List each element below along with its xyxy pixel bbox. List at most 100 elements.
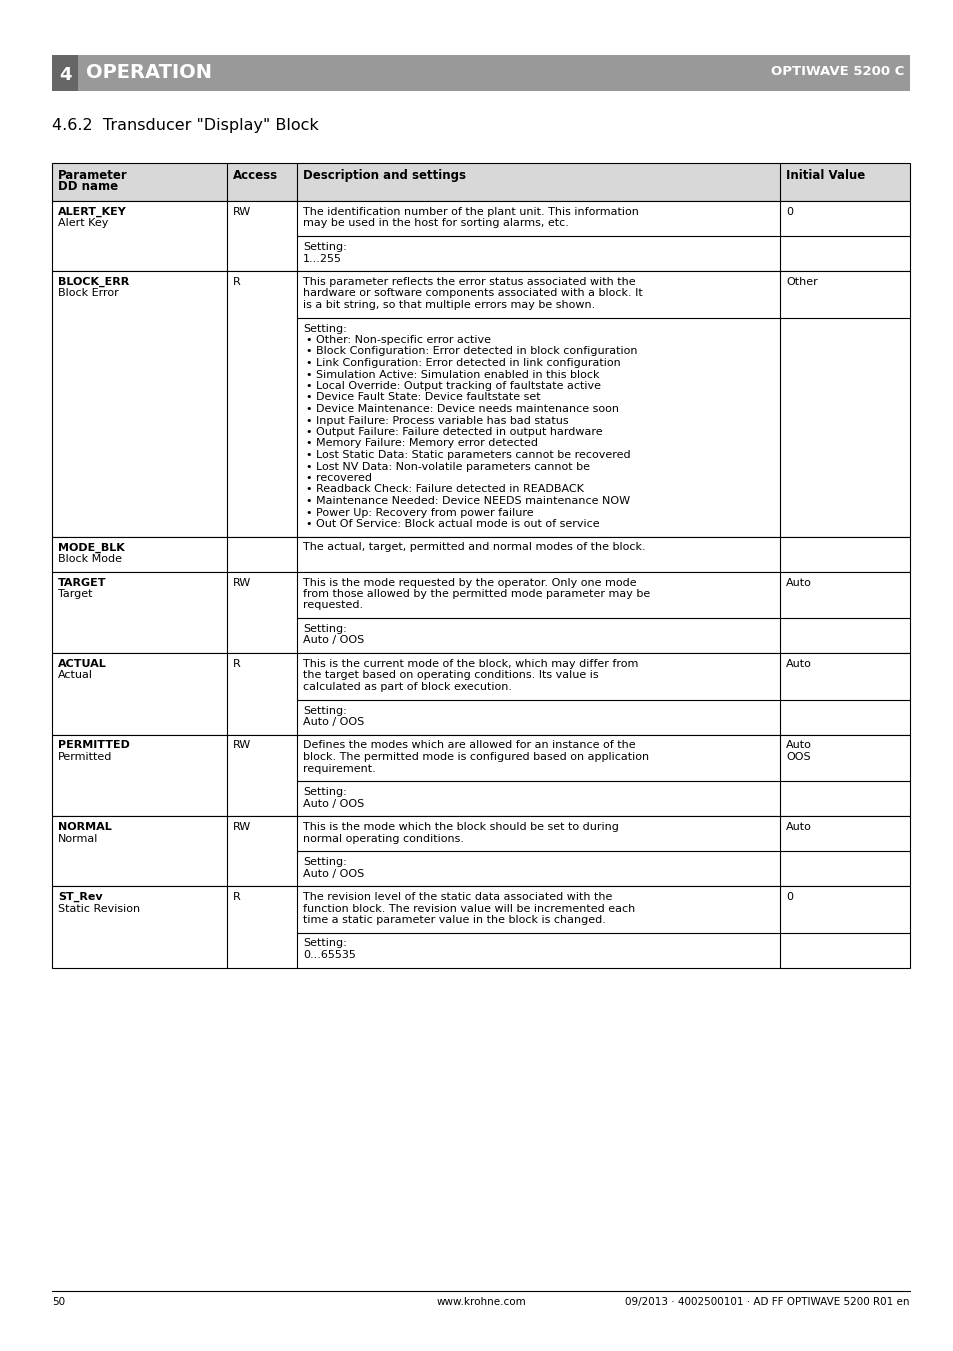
Bar (78, 55, 909, 91)
Text: Input Failure: Process variable has bad status: Input Failure: Process variable has bad … (315, 416, 568, 426)
Text: calculated as part of block execution.: calculated as part of block execution. (303, 682, 512, 692)
Text: The revision level of the static data associated with the: The revision level of the static data as… (303, 892, 612, 902)
Text: Parameter: Parameter (58, 169, 128, 182)
Text: •: • (305, 416, 312, 426)
Bar (52, 571, 909, 653)
Text: Other: Non-specific error active: Other: Non-specific error active (315, 335, 491, 345)
Text: function block. The revision value will be incremented each: function block. The revision value will … (303, 904, 635, 913)
Text: •: • (305, 358, 312, 367)
Text: MODE_BLK: MODE_BLK (58, 543, 125, 553)
Text: Auto / OOS: Auto / OOS (303, 717, 364, 727)
Text: 09/2013 · 4002500101 · AD FF OPTIWAVE 5200 R01 en: 09/2013 · 4002500101 · AD FF OPTIWAVE 52… (625, 1297, 909, 1306)
Text: may be used in the host for sorting alarms, etc.: may be used in the host for sorting alar… (303, 219, 568, 228)
Text: Normal: Normal (58, 834, 98, 843)
Text: normal operating conditions.: normal operating conditions. (303, 834, 463, 843)
Text: Memory Failure: Memory error detected: Memory Failure: Memory error detected (315, 439, 537, 449)
Text: ACTUAL: ACTUAL (58, 659, 107, 669)
Text: time a static parameter value in the block is changed.: time a static parameter value in the blo… (303, 915, 605, 925)
Text: Maintenance Needed: Device NEEDS maintenance NOW: Maintenance Needed: Device NEEDS mainten… (315, 496, 630, 507)
Text: ALERT_KEY: ALERT_KEY (58, 207, 127, 218)
Text: OPERATION: OPERATION (86, 63, 212, 82)
Text: PERMITTED: PERMITTED (58, 740, 130, 751)
Text: •: • (305, 439, 312, 449)
Text: R: R (233, 659, 240, 669)
Bar (52, 272, 909, 536)
Bar (52, 653, 909, 735)
Text: hardware or software components associated with a block. It: hardware or software components associat… (303, 289, 642, 299)
Text: Lost Static Data: Static parameters cannot be recovered: Lost Static Data: Static parameters cann… (315, 450, 630, 459)
Text: 4: 4 (59, 66, 71, 84)
Text: from those allowed by the permitted mode parameter may be: from those allowed by the permitted mode… (303, 589, 650, 598)
Text: Out Of Service: Block actual mode is out of service: Out Of Service: Block actual mode is out… (315, 519, 599, 530)
Text: Auto / OOS: Auto / OOS (303, 798, 364, 808)
Text: Alert Key: Alert Key (58, 219, 109, 228)
Text: Auto / OOS: Auto / OOS (303, 635, 364, 646)
Text: Access: Access (233, 169, 278, 182)
Text: •: • (305, 370, 312, 380)
Text: Auto: Auto (785, 740, 811, 751)
Text: Description and settings: Description and settings (303, 169, 465, 182)
Text: Auto / OOS: Auto / OOS (303, 869, 364, 878)
Text: recovered: recovered (315, 473, 372, 484)
Text: •: • (305, 381, 312, 390)
Text: R: R (233, 892, 240, 902)
Text: This is the mode which the block should be set to during: This is the mode which the block should … (303, 821, 618, 832)
Text: OOS: OOS (785, 753, 810, 762)
Text: Auto: Auto (785, 659, 811, 669)
Bar (52, 163, 909, 201)
Text: NORMAL: NORMAL (58, 821, 112, 832)
Text: Auto: Auto (785, 577, 811, 588)
Text: 0: 0 (785, 207, 792, 218)
Text: requested.: requested. (303, 600, 363, 611)
Text: •: • (305, 450, 312, 459)
Text: 1...255: 1...255 (303, 254, 341, 263)
Text: Setting:: Setting: (303, 323, 346, 334)
Text: RW: RW (233, 207, 251, 218)
Bar (52, 735, 909, 816)
Text: requirement.: requirement. (303, 763, 375, 774)
Text: Auto: Auto (785, 821, 811, 832)
Text: block. The permitted mode is configured based on application: block. The permitted mode is configured … (303, 753, 648, 762)
Text: OPTIWAVE 5200 C: OPTIWAVE 5200 C (770, 65, 903, 78)
Text: Static Revision: Static Revision (58, 904, 140, 913)
Text: Setting:: Setting: (303, 624, 346, 634)
Text: The actual, target, permitted and normal modes of the block.: The actual, target, permitted and normal… (303, 543, 645, 553)
Text: 4.6.2  Transducer "Display" Block: 4.6.2 Transducer "Display" Block (52, 118, 318, 132)
Text: Setting:: Setting: (303, 788, 346, 797)
Text: Target: Target (58, 589, 92, 598)
Text: •: • (305, 335, 312, 345)
Text: This is the mode requested by the operator. Only one mode: This is the mode requested by the operat… (303, 577, 636, 588)
Text: 0...65535: 0...65535 (303, 950, 355, 961)
Text: Power Up: Recovery from power failure: Power Up: Recovery from power failure (315, 508, 533, 517)
Text: Defines the modes which are allowed for an instance of the: Defines the modes which are allowed for … (303, 740, 635, 751)
Text: RW: RW (233, 740, 251, 751)
Bar (52, 886, 909, 967)
Text: Initial Value: Initial Value (785, 169, 864, 182)
Text: •: • (305, 462, 312, 471)
Text: This is the current mode of the block, which may differ from: This is the current mode of the block, w… (303, 659, 638, 669)
Text: the target based on operating conditions. Its value is: the target based on operating conditions… (303, 670, 598, 681)
Text: DD name: DD name (58, 181, 118, 193)
Text: •: • (305, 404, 312, 413)
Text: 50: 50 (52, 1297, 65, 1306)
Text: •: • (305, 346, 312, 357)
Text: Permitted: Permitted (58, 753, 112, 762)
Text: RW: RW (233, 821, 251, 832)
Text: Output Failure: Failure detected in output hardware: Output Failure: Failure detected in outp… (315, 427, 602, 436)
Text: BLOCK_ERR: BLOCK_ERR (58, 277, 129, 288)
Text: Simulation Active: Simulation enabled in this block: Simulation Active: Simulation enabled in… (315, 370, 598, 380)
Text: Setting:: Setting: (303, 939, 346, 948)
Text: Block Configuration: Error detected in block configuration: Block Configuration: Error detected in b… (315, 346, 637, 357)
Bar (52, 816, 909, 886)
Text: 0: 0 (785, 892, 792, 902)
Text: Link Configuration: Error detected in link configuration: Link Configuration: Error detected in li… (315, 358, 620, 367)
Text: Other: Other (785, 277, 817, 286)
Bar (52, 55, 78, 91)
Text: Setting:: Setting: (303, 857, 346, 867)
Text: •: • (305, 485, 312, 494)
Bar (52, 201, 909, 272)
Text: is a bit string, so that multiple errors may be shown.: is a bit string, so that multiple errors… (303, 300, 595, 309)
Text: •: • (305, 496, 312, 507)
Text: •: • (305, 519, 312, 530)
Bar (52, 536, 909, 571)
